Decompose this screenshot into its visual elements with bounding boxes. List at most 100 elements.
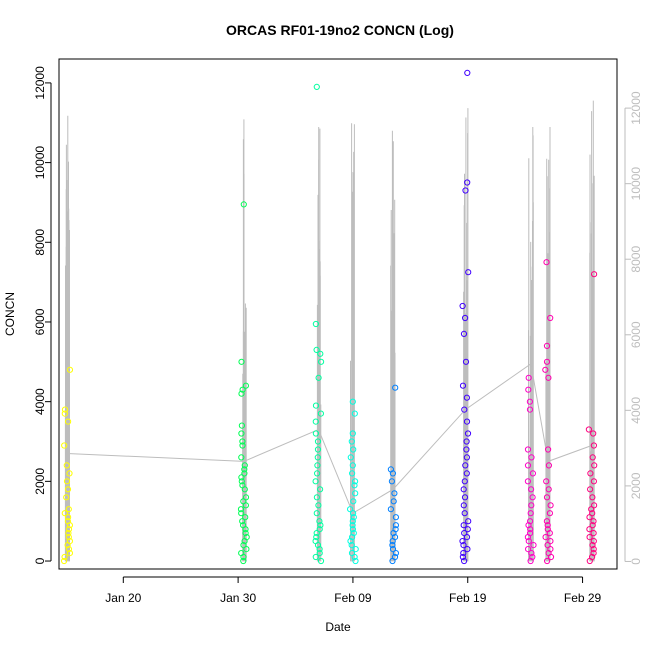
y-right-tick-label: 12000 [629, 91, 643, 125]
data-point [66, 538, 74, 545]
data-point [313, 534, 320, 541]
data-point [464, 546, 471, 553]
data-point [590, 478, 598, 485]
data-point [392, 514, 399, 521]
y-axis-right: 0 2000 4000 6000 8000 10000 12000 [624, 91, 643, 565]
data-point [544, 522, 551, 529]
trace-spike [545, 127, 551, 562]
data-point [242, 494, 250, 501]
data-point [314, 454, 321, 461]
data-point [586, 526, 593, 533]
data-point [544, 542, 551, 549]
data-point [528, 502, 535, 509]
data-point [547, 546, 554, 553]
data-point [461, 557, 468, 565]
data-point [313, 510, 320, 517]
data-point [65, 418, 72, 425]
data-point [349, 470, 356, 477]
y-tick-label: 0 [33, 557, 47, 564]
data-point [543, 342, 551, 349]
data-point [589, 454, 596, 461]
data-point [61, 510, 68, 517]
data-point [63, 494, 70, 501]
data-point [462, 314, 469, 322]
data-point [460, 502, 467, 509]
trace-spike [528, 127, 534, 562]
data-point [352, 490, 359, 497]
data-point [462, 187, 469, 194]
data-point [65, 526, 73, 533]
data-point [349, 462, 356, 469]
data-point [347, 506, 354, 513]
data-point [547, 538, 554, 545]
data-point [316, 526, 323, 533]
data-point [61, 442, 68, 449]
x-tick-label: Jan 20 [105, 591, 141, 605]
data-point [528, 454, 535, 461]
data-point [463, 394, 470, 401]
data-point [348, 542, 355, 549]
data-point [350, 498, 357, 505]
data-point [66, 550, 74, 557]
data-point [349, 398, 356, 405]
data-point [459, 538, 466, 545]
data-point [350, 510, 357, 517]
data-point [64, 518, 72, 525]
data-point [392, 550, 399, 557]
data-point [546, 510, 554, 517]
data-point [543, 518, 551, 525]
data-point [527, 530, 534, 537]
data-point [527, 510, 534, 517]
data-point [530, 542, 537, 549]
data-point [545, 374, 552, 381]
data-point [590, 538, 597, 545]
y-axis-label: CONCN [3, 292, 17, 336]
data-point [314, 446, 322, 453]
data-point [351, 482, 358, 489]
data-point [391, 553, 399, 561]
data-point [65, 506, 72, 513]
data-point [65, 530, 72, 537]
data-point [390, 498, 397, 505]
data-point [461, 478, 468, 485]
data-point [547, 502, 554, 509]
data-point [465, 518, 472, 525]
y-tick-label: 8000 [33, 229, 47, 256]
data-point [459, 553, 466, 561]
data-point [543, 259, 550, 266]
data-point [529, 494, 536, 501]
data-point [464, 430, 472, 437]
data-point [317, 522, 324, 529]
trace-spike [390, 130, 396, 562]
data-point [61, 406, 69, 413]
data-point [313, 83, 320, 91]
data-point [529, 470, 537, 477]
data-point [590, 442, 598, 449]
data-point [589, 553, 596, 561]
data-point [586, 534, 593, 541]
data-point [591, 502, 598, 509]
data-point [391, 490, 398, 497]
data-point [545, 462, 553, 469]
data-point [590, 430, 597, 437]
data-point [318, 358, 325, 365]
x-tick-label: Jan 30 [220, 591, 256, 605]
data-point [312, 538, 319, 545]
data-point [352, 478, 359, 485]
data-point [462, 358, 470, 365]
data-point [585, 426, 593, 433]
data-point [313, 494, 320, 501]
data-point [349, 534, 356, 541]
data-point [243, 546, 250, 553]
data-point [461, 406, 468, 413]
data-point [463, 470, 470, 477]
data-point [312, 418, 319, 425]
data-point [350, 446, 357, 453]
data-point [317, 350, 324, 357]
data-point [242, 514, 249, 521]
data-point [316, 518, 323, 525]
data-point [312, 320, 319, 328]
data-point [589, 522, 596, 529]
data-point [543, 478, 550, 485]
